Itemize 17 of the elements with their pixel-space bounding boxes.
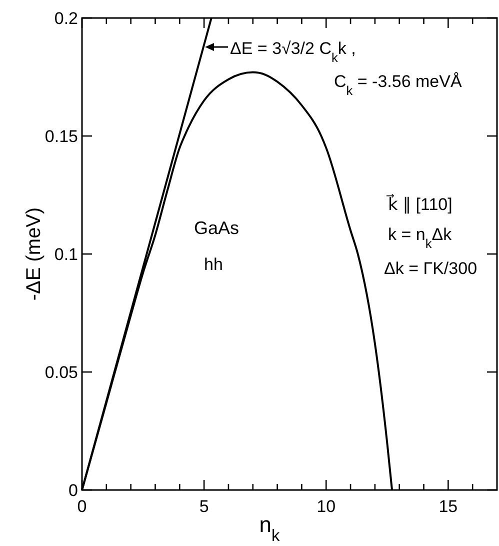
y-tick-label: 0.05 xyxy=(44,363,78,382)
x-axis-title: n$_{k}$ xyxy=(259,512,280,545)
annotation: GaAs xyxy=(194,218,240,238)
y-tick-label: 0.1 xyxy=(54,245,78,264)
y-axis-title: -ΔE (meV) xyxy=(23,207,45,301)
y-tick-label: 0 xyxy=(68,481,78,500)
annotation: C$_{k}$ = -3.56 meVÅ xyxy=(334,72,462,98)
annotation: Δk = ΓK/300 xyxy=(384,259,478,278)
x-tick-label: 5 xyxy=(199,497,209,516)
annotation: k⃗ ∥ [110] xyxy=(386,194,452,214)
annotation: hh xyxy=(204,255,223,274)
y-tick-label: 0.2 xyxy=(54,9,78,28)
x-tick-label: 10 xyxy=(316,497,336,516)
annotation: ΔE = 3√3/2 C$_{k}$k , xyxy=(230,39,356,64)
x-tick-label: 15 xyxy=(438,497,458,516)
annotation: k = n$_{k}$Δk xyxy=(388,225,452,250)
y-tick-label: 0.15 xyxy=(44,127,78,146)
